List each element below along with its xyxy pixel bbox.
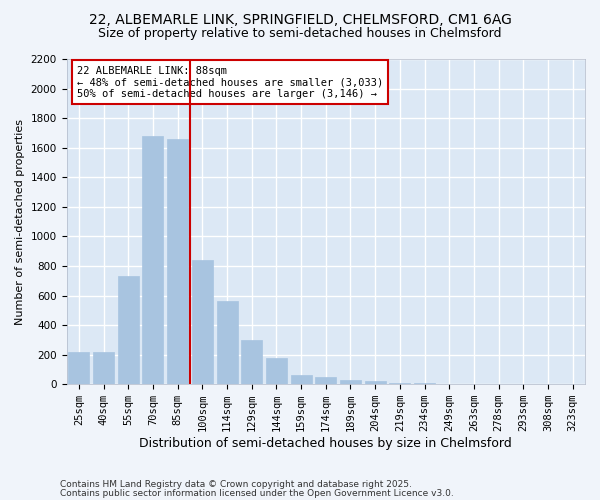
- Bar: [389, 382, 410, 384]
- Bar: [93, 352, 114, 384]
- Bar: [290, 376, 311, 384]
- X-axis label: Distribution of semi-detached houses by size in Chelmsford: Distribution of semi-detached houses by …: [139, 437, 512, 450]
- Bar: [241, 340, 262, 384]
- Bar: [142, 136, 163, 384]
- Bar: [118, 276, 139, 384]
- Text: Size of property relative to semi-detached houses in Chelmsford: Size of property relative to semi-detach…: [98, 28, 502, 40]
- Bar: [217, 302, 238, 384]
- Bar: [340, 380, 361, 384]
- Text: Contains HM Land Registry data © Crown copyright and database right 2025.: Contains HM Land Registry data © Crown c…: [60, 480, 412, 489]
- Text: 22 ALBEMARLE LINK: 88sqm
← 48% of semi-detached houses are smaller (3,033)
50% o: 22 ALBEMARLE LINK: 88sqm ← 48% of semi-d…: [77, 66, 383, 98]
- Text: 22, ALBEMARLE LINK, SPRINGFIELD, CHELMSFORD, CM1 6AG: 22, ALBEMARLE LINK, SPRINGFIELD, CHELMSF…: [89, 12, 511, 26]
- Bar: [167, 139, 188, 384]
- Bar: [315, 377, 336, 384]
- Bar: [192, 260, 213, 384]
- Bar: [365, 382, 386, 384]
- Bar: [266, 358, 287, 384]
- Text: Contains public sector information licensed under the Open Government Licence v3: Contains public sector information licen…: [60, 488, 454, 498]
- Y-axis label: Number of semi-detached properties: Number of semi-detached properties: [15, 118, 25, 324]
- Bar: [68, 352, 89, 384]
